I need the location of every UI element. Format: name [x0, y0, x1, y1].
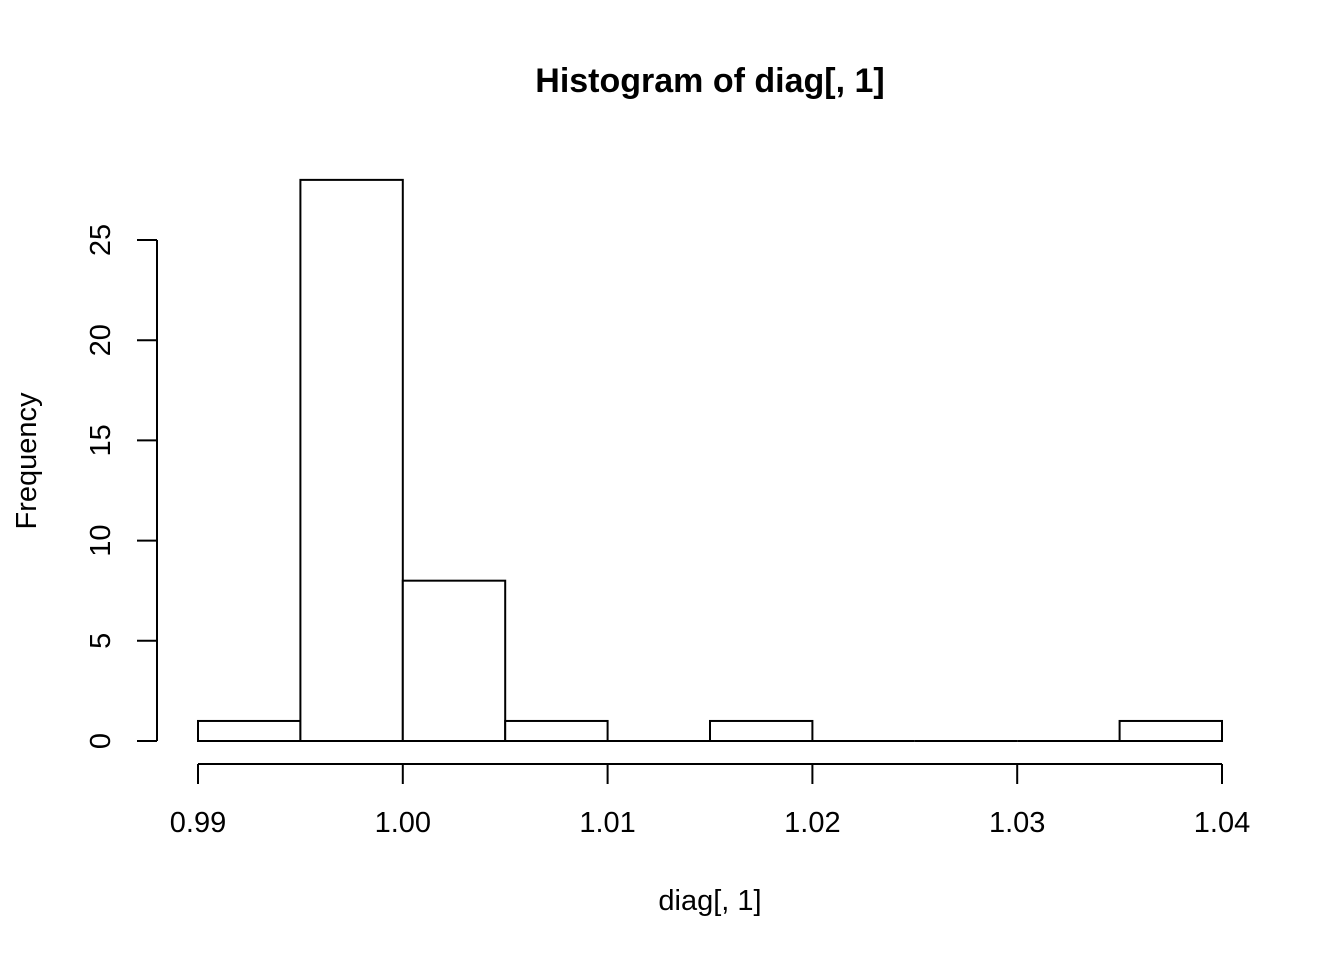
histogram-bar	[504, 719, 609, 743]
x-tick-label: 1.04	[1194, 807, 1250, 839]
x-tick-label: 1.01	[579, 807, 635, 839]
histogram-bar	[1118, 719, 1223, 743]
x-tick-label: 1.03	[989, 807, 1045, 839]
histogram-bar	[197, 719, 302, 743]
x-tick-label: 1.00	[375, 807, 431, 839]
histogram-bar	[709, 719, 814, 743]
y-tick-label: 5	[85, 633, 117, 649]
x-axis-label: diag[, 1]	[658, 885, 761, 917]
x-axis: 0.99 1.00 1.01 1.02 1.03 1.04	[170, 763, 1250, 839]
x-tick-label: 1.02	[784, 807, 840, 839]
y-tick-label: 0	[85, 733, 117, 749]
y-axis: 0 5 10 15 20 25	[85, 224, 158, 749]
histogram-bar	[401, 579, 507, 742]
chart-title: Histogram of diag[, 1]	[535, 62, 884, 100]
y-tick-label: 25	[85, 224, 117, 256]
y-tick-label: 20	[85, 324, 117, 356]
histogram-bar	[299, 178, 404, 742]
y-tick-label: 15	[85, 424, 117, 456]
x-tick-label: 0.99	[170, 807, 226, 839]
y-axis-label: Frequency	[11, 392, 43, 530]
bars-group	[197, 178, 1223, 743]
y-tick-label: 10	[85, 524, 117, 556]
